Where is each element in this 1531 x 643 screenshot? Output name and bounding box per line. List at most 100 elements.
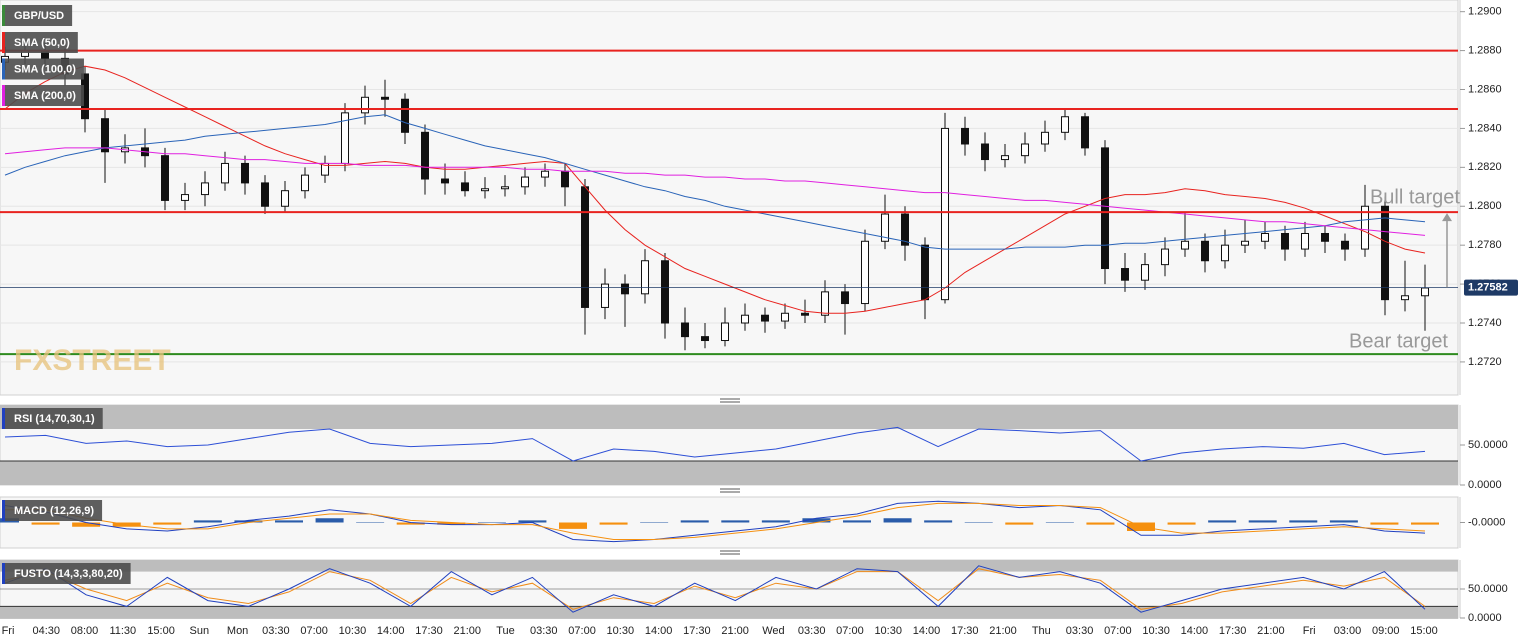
candle-body bbox=[761, 314, 769, 322]
candle-body bbox=[221, 162, 229, 184]
histogram-bar bbox=[1086, 522, 1115, 525]
legend-swatch bbox=[2, 408, 5, 429]
y-tick-label: 1.2820 bbox=[1468, 161, 1502, 173]
x-tick-label: Fri bbox=[2, 625, 15, 637]
candle-body bbox=[1381, 205, 1389, 301]
x-tick-label: 14:00 bbox=[377, 625, 405, 637]
x-tick-label: 14:00 bbox=[1181, 625, 1209, 637]
last-price-label: 1.27582 bbox=[1468, 281, 1508, 293]
sma-line bbox=[4, 147, 1426, 236]
legend-swatch bbox=[2, 500, 5, 521]
x-tick-label: 17:30 bbox=[683, 625, 711, 637]
x-tick-label: 08:00 bbox=[71, 625, 99, 637]
candle-body bbox=[1021, 143, 1029, 157]
legend-item: MACD (12,26,9) bbox=[2, 500, 103, 521]
histogram-bar bbox=[72, 522, 101, 527]
x-tick-label: 07:00 bbox=[300, 625, 328, 637]
legend-item: SMA (50,0) bbox=[2, 32, 78, 53]
sma-line bbox=[4, 114, 1426, 250]
candle-body bbox=[1341, 240, 1349, 250]
legend-swatch bbox=[2, 5, 5, 26]
candle-body bbox=[101, 118, 109, 153]
x-tick-label: 07:00 bbox=[836, 625, 864, 637]
x-tick-label: 15:00 bbox=[147, 625, 175, 637]
oversold-band bbox=[0, 606, 1458, 618]
histogram-bar bbox=[153, 522, 182, 525]
candle-body bbox=[1361, 205, 1369, 250]
candle-body bbox=[1041, 131, 1049, 145]
sma-line bbox=[4, 65, 1426, 314]
candle-body bbox=[641, 260, 649, 295]
candle-body bbox=[1321, 232, 1329, 242]
legend-label: RSI (14,70,30,1) bbox=[14, 413, 95, 425]
candle-body bbox=[181, 194, 189, 201]
y-tick-label: 1.2780 bbox=[1468, 239, 1502, 251]
candle-body bbox=[1181, 240, 1189, 250]
x-tick-label: Thu bbox=[1032, 625, 1051, 637]
y-tick-label: 0.0000 bbox=[1468, 479, 1502, 491]
target-arrow-head bbox=[1442, 213, 1452, 222]
x-tick-label: Mon bbox=[227, 625, 248, 637]
histogram-bar bbox=[1167, 522, 1196, 525]
x-tick-label: Sun bbox=[190, 625, 210, 637]
legend-item: RSI (14,70,30,1) bbox=[2, 408, 103, 429]
candle-body bbox=[961, 127, 969, 145]
histogram-bar bbox=[721, 520, 750, 523]
y-tick-label: 1.2840 bbox=[1468, 122, 1502, 134]
histogram-bar bbox=[275, 520, 303, 523]
candle-body bbox=[1201, 240, 1209, 262]
watermark: FXSTREET bbox=[14, 344, 171, 377]
legend-label: SMA (50,0) bbox=[14, 37, 70, 49]
histogram-bar bbox=[1289, 520, 1318, 523]
histogram-bar bbox=[1005, 522, 1034, 525]
x-tick-label: 03:30 bbox=[262, 625, 290, 637]
legend-label: GBP/USD bbox=[14, 10, 64, 22]
x-tick-label: 14:00 bbox=[645, 625, 673, 637]
histogram-bar bbox=[1370, 522, 1399, 525]
histogram-bar bbox=[802, 518, 831, 523]
histogram-bar bbox=[1411, 522, 1439, 525]
y-tick-label: 1.2800 bbox=[1468, 200, 1502, 212]
histogram-bar bbox=[640, 522, 669, 523]
candle-body bbox=[921, 244, 929, 301]
x-tick-label: 21:00 bbox=[453, 625, 481, 637]
candle-body bbox=[701, 336, 709, 342]
candle-body bbox=[1101, 147, 1109, 270]
candle-body bbox=[801, 312, 809, 316]
histogram-bar bbox=[559, 522, 587, 529]
candle-body bbox=[1261, 232, 1269, 242]
histogram-bar bbox=[315, 518, 344, 523]
histogram-bar bbox=[193, 520, 222, 523]
candle-body bbox=[541, 170, 549, 178]
candle-body bbox=[1301, 232, 1309, 250]
candle-body bbox=[1221, 244, 1229, 262]
histogram-bar bbox=[518, 520, 547, 523]
candle-body bbox=[1241, 240, 1249, 246]
candle-body bbox=[1081, 116, 1089, 149]
histogram-bar bbox=[599, 522, 628, 525]
candle-body bbox=[421, 131, 429, 180]
candle-body bbox=[821, 291, 829, 316]
legend-swatch bbox=[2, 85, 5, 106]
y-tick-label: 1.2860 bbox=[1468, 83, 1502, 95]
candle-body bbox=[981, 143, 989, 161]
x-tick-label: 10:30 bbox=[607, 625, 635, 637]
histogram-bar bbox=[437, 522, 466, 525]
candle-body bbox=[161, 155, 169, 201]
histogram-bar bbox=[234, 520, 263, 523]
x-tick-label: 15:00 bbox=[1410, 625, 1438, 637]
candle-body bbox=[841, 291, 849, 305]
candle-body bbox=[881, 213, 889, 242]
x-tick-label: 10:30 bbox=[339, 625, 367, 637]
candle-body bbox=[201, 182, 209, 196]
x-tick-label: 03:30 bbox=[530, 625, 558, 637]
legend-box bbox=[2, 408, 103, 429]
candle-body bbox=[1421, 287, 1429, 297]
y-tick-label: 1.2880 bbox=[1468, 44, 1502, 56]
candle-body bbox=[601, 283, 609, 308]
legend-box bbox=[2, 500, 103, 521]
x-tick-label: 11:30 bbox=[109, 625, 136, 637]
legend-label: SMA (200,0) bbox=[14, 90, 76, 102]
